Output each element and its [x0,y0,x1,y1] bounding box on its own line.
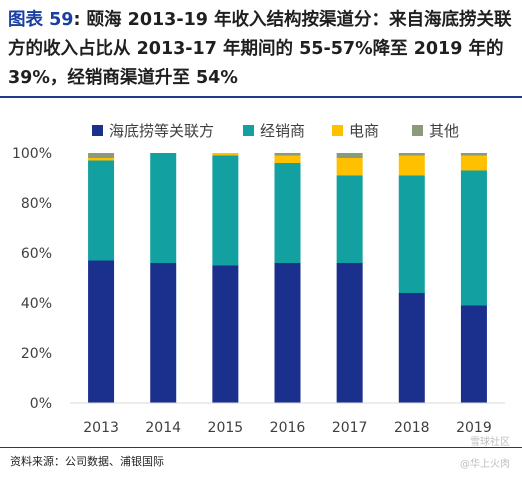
y-tick-label: 20% [21,346,52,362]
bar-2015-series-1 [212,155,239,266]
bar-2016-series-3 [274,153,301,156]
bar-2018-series-0 [398,293,425,403]
y-tick-label: 80% [21,196,52,212]
source-note: 资料来源：公司数据、浦银国际 [10,455,164,468]
bar-2015-series-2 [212,153,239,156]
legend-swatch-1 [243,125,254,136]
legend-label-0: 海底捞等关联方 [109,122,214,140]
bar-2014-series-1 [150,153,177,263]
y-tick-label: 60% [21,246,52,262]
bottom-divider [0,447,522,448]
bar-2019-series-2 [460,155,487,171]
chart-legend: 海底捞等关联方 经销商 电商 其他 [92,122,459,140]
bar-2017-series-3 [336,153,363,158]
stacked-bar-chart: 海底捞等关联方 经销商 电商 其他 0%20%40%60%80%100% 2013 20… [12,122,505,436]
legend-label-1: 经销商 [260,122,305,140]
bar-2013-series-0 [88,260,115,403]
bar-2017-series-2 [336,158,363,176]
bar-2016-series-1 [274,163,301,263]
x-tick-label: 2015 [208,420,244,436]
top-divider [0,96,522,98]
x-tick-label: 2016 [270,420,306,436]
bar-2017-series-0 [336,263,363,403]
bar-2019-series-3 [460,153,487,156]
bar-2018-series-3 [398,153,425,156]
figure-title-text: 颐海 2013-19 年收入结构按渠道分：来自海底捞关联方的收入占比从 2013… [8,10,512,88]
bar-2019-series-0 [460,305,487,403]
bar-2014-series-0 [150,263,177,403]
title-separator: : [73,10,87,30]
legend-swatch-3 [412,125,423,136]
figure-title: 图表 59: 颐海 2013-19 年收入结构按渠道分：来自海底捞关联方的收入占… [8,6,516,93]
bar-2017-series-1 [336,175,363,263]
x-tick-label: 2013 [83,420,119,436]
bar-2018-series-2 [398,155,425,176]
x-axis: 2013 2014 2015 2016 2017 2018 2019 [83,420,491,436]
y-tick-label: 0% [30,396,52,412]
x-tick-label: 2019 [456,420,492,436]
bar-2019-series-1 [460,170,487,306]
bar-group [88,153,487,403]
bar-2016-series-0 [274,263,301,403]
bar-2013-series-2 [88,158,115,161]
bar-2018-series-1 [398,175,425,293]
watermark-line-2: @华上火肉 [460,459,510,470]
legend-swatch-2 [332,125,343,136]
bar-2013-series-3 [88,153,115,158]
figure-tag: 图表 59 [8,10,74,30]
y-tick-label: 100% [12,146,52,162]
legend-label-3: 其他 [429,122,459,140]
x-tick-label: 2017 [332,420,368,436]
y-tick-label: 40% [21,296,52,312]
x-tick-label: 2018 [394,420,430,436]
y-axis: 0% 20% 40% 60% 80% 100% [12,146,52,412]
legend-swatch-0 [92,125,103,136]
legend-label-2: 电商 [349,122,379,140]
bar-2016-series-2 [274,155,301,163]
watermark: 雪球社区 @华上火肉 [460,432,510,476]
bar-2013-series-1 [88,160,115,261]
x-tick-label: 2014 [145,420,181,436]
watermark-line-1: 雪球社区 [470,437,510,448]
bar-2015-series-0 [212,265,239,403]
